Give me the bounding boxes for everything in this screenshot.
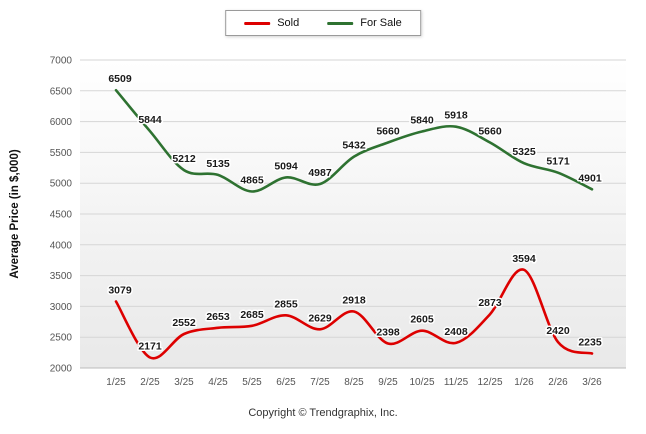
data-label: 2873 [478,297,502,309]
chart-svg: 2000 2500 3000 3500 4000 4500 5000 5500 6000 6500… [9,56,626,388]
legend-swatch [327,21,354,25]
data-label: 5212 [172,153,196,165]
x-tick-label: 8/25 [344,377,364,388]
y-tick-label: 5500 [50,148,73,159]
x-tick-label: 1/26 [514,377,534,388]
data-label: 5660 [376,126,400,138]
legend: Sold For Sale [225,10,421,36]
data-label: 5094 [274,160,298,172]
data-label: 2408 [444,326,468,338]
series-line-for-sale [114,88,594,193]
data-label: 5171 [546,156,570,168]
data-label: 5844 [138,114,162,126]
data-label: 2235 [578,337,602,349]
data-label: 3079 [108,285,132,297]
data-label: 2552 [172,317,196,329]
data-label: 2855 [274,298,298,310]
y-tick-label: 3000 [50,302,73,313]
data-label: 2629 [308,312,332,324]
x-tick-label: 7/25 [310,377,330,388]
data-label: 5918 [444,110,468,122]
data-label: 4987 [308,167,332,179]
y-tick-label: 4000 [50,240,73,251]
x-tick-label: 9/25 [378,377,398,388]
data-label: 2420 [546,325,570,337]
data-label: 2398 [376,327,400,339]
data-label: 5325 [512,146,536,158]
x-tick-label: 5/25 [242,377,262,388]
x-tick-label: 12/25 [477,377,502,388]
x-tick-label: 3/26 [582,377,602,388]
x-tick-label: 4/25 [208,377,228,388]
y-tick-label: 6000 [50,117,73,128]
data-label: 2918 [342,295,366,307]
x-tick-label: 2/25 [140,377,160,388]
y-tick-label: 4500 [50,210,73,221]
legend-swatch [244,21,271,25]
data-label: 5840 [410,115,434,127]
data-label: 2685 [240,309,264,321]
data-label: 2653 [206,311,230,323]
legend-item-sold: Sold [244,17,299,29]
legend-item-for-sale: For Sale [327,17,402,29]
data-label: 5432 [342,140,366,152]
x-tick-label: 1/25 [106,377,126,388]
legend-label-for-sale: For Sale [360,17,402,29]
data-label: 6509 [108,73,132,85]
y-tick-label: 2500 [50,333,73,344]
data-label: 2171 [138,341,162,353]
data-label: 5135 [206,158,230,170]
y-axis-title: Average Price (in $,000) [9,149,21,279]
x-tick-label: 11/25 [444,377,469,388]
data-label: 3594 [512,253,536,265]
copyright-text: Copyright © Trendgraphix, Inc. [248,407,398,419]
data-label: 5660 [478,126,502,138]
data-label: 4865 [240,175,264,187]
x-tick-label: 10/25 [409,377,434,388]
data-label: 4901 [578,172,602,184]
y-tick-label: 6500 [50,86,73,97]
data-label: 2605 [410,314,434,326]
x-tick-label: 6/25 [276,377,296,388]
y-tick-label: 7000 [50,56,73,67]
y-tick-label: 5000 [50,179,73,190]
y-tick-label: 3500 [50,271,73,282]
series-line-sold [114,268,594,360]
x-tick-label: 3/25 [174,377,194,388]
x-tick-label: 2/26 [548,377,568,388]
y-tick-label: 2000 [50,364,73,375]
legend-label-sold: Sold [277,17,300,29]
